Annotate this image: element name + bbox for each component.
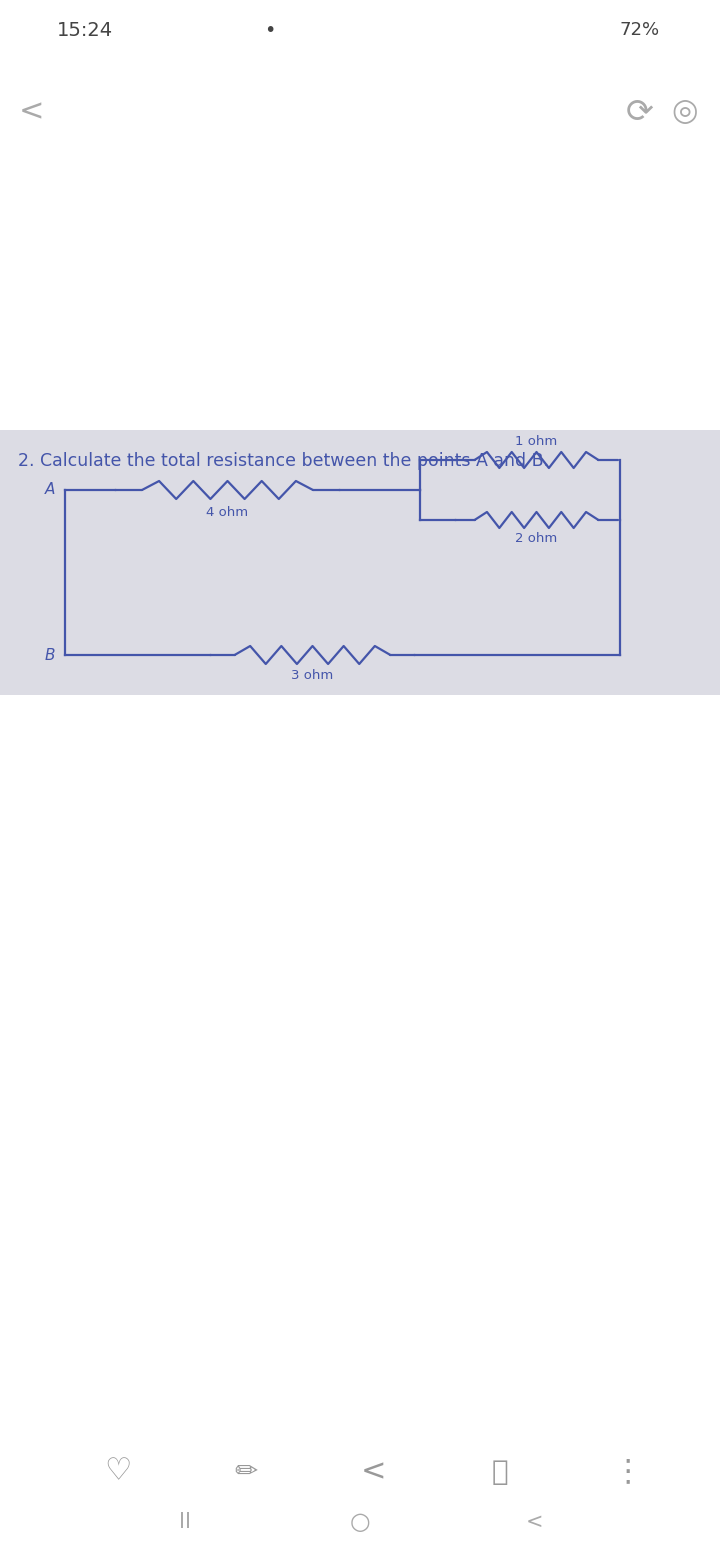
Text: B: B [45, 647, 55, 663]
Text: 3 ohm: 3 ohm [292, 669, 333, 682]
Text: 2. Calculate the total resistance between the points A and B.: 2. Calculate the total resistance betwee… [18, 452, 549, 470]
Text: ◎: ◎ [672, 97, 698, 126]
Text: •: • [264, 20, 276, 39]
Text: A: A [45, 482, 55, 498]
FancyBboxPatch shape [0, 431, 720, 696]
Text: ⋮: ⋮ [613, 1457, 643, 1487]
Text: II: II [179, 1512, 191, 1532]
Text: 2 ohm: 2 ohm [516, 532, 557, 544]
Text: ✏: ✏ [235, 1459, 258, 1487]
Text: <: < [526, 1512, 544, 1532]
Text: ♡: ♡ [104, 1457, 132, 1487]
Text: 🗑: 🗑 [492, 1459, 508, 1487]
Text: 4 ohm: 4 ohm [207, 505, 248, 519]
Text: ⟳: ⟳ [626, 95, 654, 128]
Text: <: < [19, 97, 45, 126]
Text: 15:24: 15:24 [57, 20, 113, 39]
Text: <: < [361, 1457, 387, 1487]
Text: 72%: 72% [620, 20, 660, 39]
Text: ○: ○ [350, 1510, 370, 1533]
Text: 1 ohm: 1 ohm [516, 435, 557, 448]
